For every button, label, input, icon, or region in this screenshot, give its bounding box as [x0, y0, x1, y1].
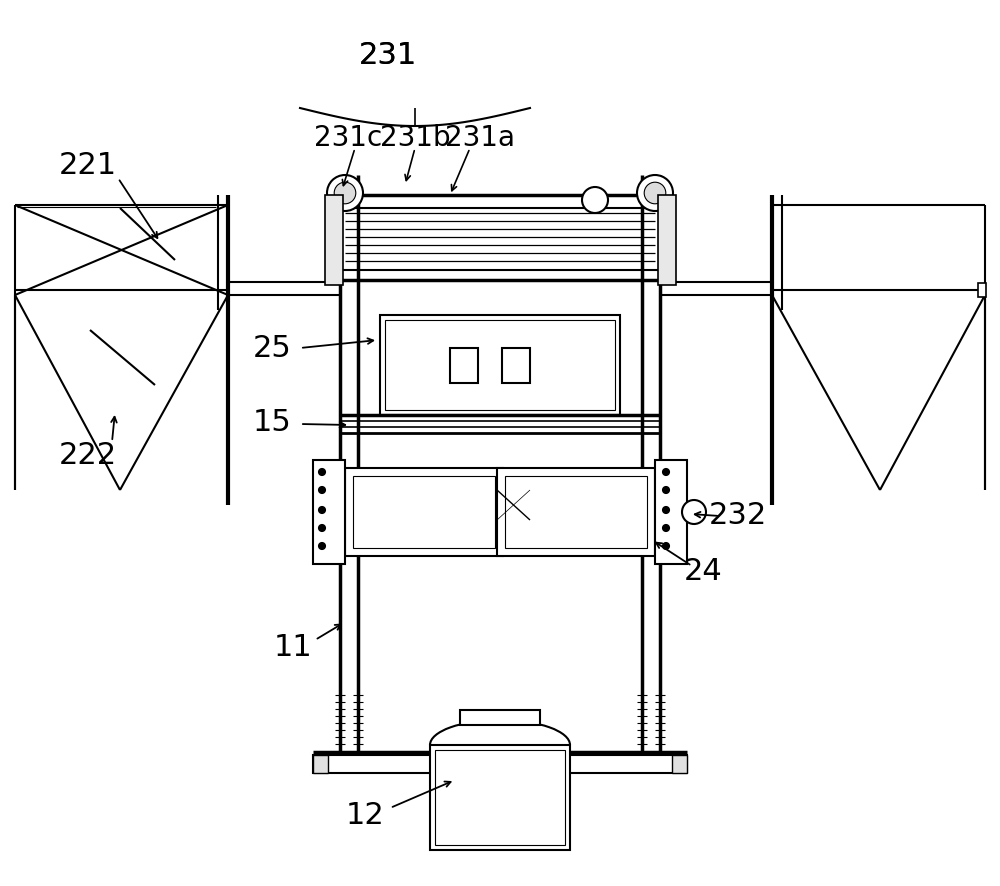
- Bar: [450, 348, 478, 383]
- Bar: [380, 315, 620, 415]
- Text: 231b: 231b: [380, 124, 450, 152]
- Circle shape: [318, 486, 326, 494]
- Bar: [313, 460, 345, 564]
- Text: 231a: 231a: [445, 124, 515, 152]
- Circle shape: [318, 469, 326, 476]
- Bar: [658, 195, 676, 285]
- Bar: [353, 476, 495, 548]
- Text: 231c: 231c: [314, 124, 382, 152]
- Text: 231: 231: [359, 41, 417, 69]
- Text: 222: 222: [59, 440, 117, 470]
- Text: 11: 11: [274, 633, 312, 663]
- Circle shape: [682, 500, 706, 524]
- Circle shape: [662, 507, 670, 514]
- Bar: [385, 320, 615, 410]
- Text: 25: 25: [253, 333, 291, 362]
- Text: 15: 15: [253, 408, 291, 437]
- Text: 221: 221: [59, 151, 117, 180]
- Bar: [672, 755, 687, 773]
- Bar: [435, 750, 565, 845]
- Circle shape: [644, 183, 666, 204]
- Bar: [655, 460, 687, 564]
- Circle shape: [318, 542, 326, 549]
- Bar: [430, 745, 570, 850]
- Circle shape: [318, 507, 326, 514]
- Bar: [313, 755, 328, 773]
- Bar: [497, 468, 655, 556]
- Text: 232: 232: [709, 501, 767, 531]
- Bar: [460, 710, 540, 725]
- Circle shape: [662, 469, 670, 476]
- Bar: [502, 348, 530, 383]
- Bar: [505, 476, 647, 548]
- Circle shape: [637, 175, 673, 211]
- Text: 231: 231: [359, 41, 417, 69]
- Circle shape: [582, 187, 608, 213]
- Circle shape: [334, 183, 356, 204]
- Circle shape: [318, 525, 326, 532]
- Circle shape: [327, 175, 363, 211]
- Text: 12: 12: [346, 800, 384, 829]
- Bar: [345, 468, 503, 556]
- Text: 24: 24: [684, 557, 722, 587]
- Circle shape: [662, 486, 670, 494]
- Circle shape: [662, 525, 670, 532]
- Bar: [313, 755, 687, 773]
- Bar: [325, 195, 343, 285]
- Circle shape: [662, 542, 670, 549]
- Bar: [978, 283, 986, 297]
